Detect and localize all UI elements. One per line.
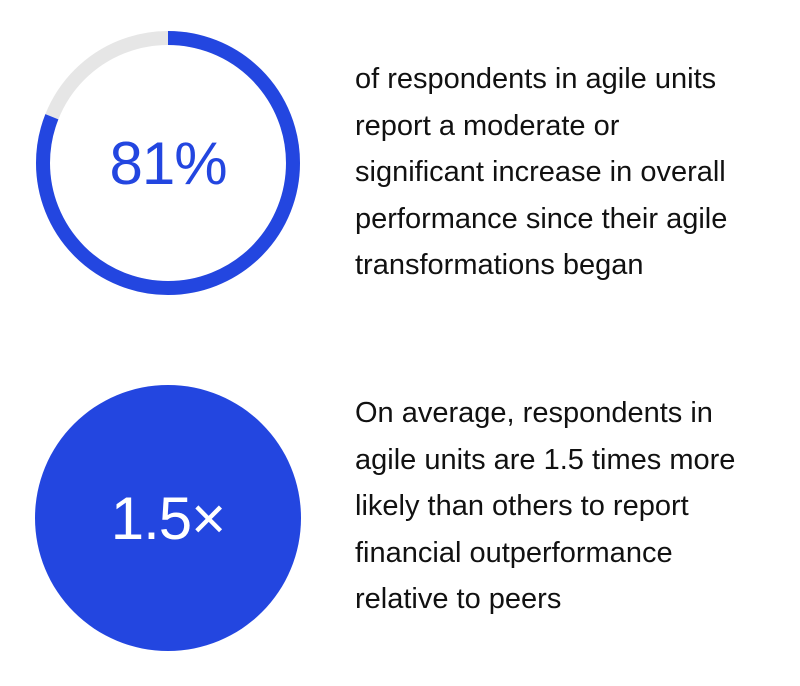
stat-disc: 1.5× [35, 385, 301, 651]
stat-description-line: financial outperformance [355, 536, 673, 569]
stat-description: On average, respondents in agile units a… [355, 390, 775, 623]
stat-description: of respondents in agile units report a m… [355, 56, 775, 289]
stat-description-line: relative to peers [355, 583, 562, 615]
stat-description-line: significant increase in overall [355, 156, 726, 188]
stat-value: 1.5× [110, 484, 226, 552]
stat-description-line: agile units are 1.5 times more [355, 443, 736, 476]
stat-description-line: On average, respondents in [355, 397, 713, 429]
progress-ring: 81% [35, 30, 301, 296]
stat-description-line: likely than others to report [355, 490, 689, 522]
stat-block-performance: 81% of respondents in agile units report… [0, 0, 800, 330]
stat-value: 81% [109, 129, 227, 197]
stat-description-line: report a moderate or [355, 109, 620, 142]
stat-description-line: performance since their agile [355, 202, 728, 235]
progress-ring-graphic [36, 31, 300, 295]
stat-block-financial: 1.5× On average, respondents in agile un… [0, 360, 800, 686]
stat-description-line: transformations began [355, 249, 644, 281]
stat-description-line: of respondents in agile units [355, 63, 717, 95]
progress-ring-arc [36, 31, 300, 295]
